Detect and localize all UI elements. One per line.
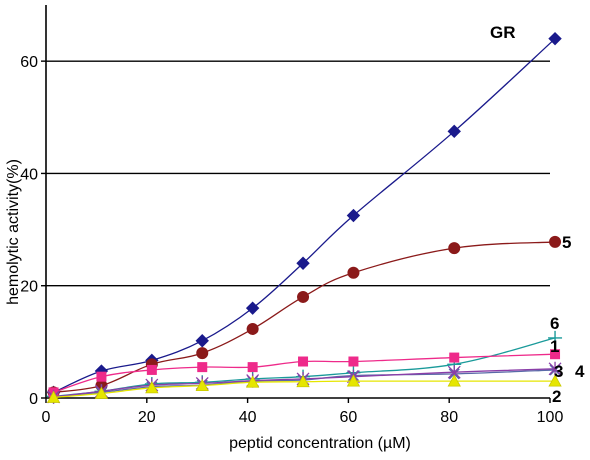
x-tick-label: 20: [138, 409, 156, 426]
data-point-2: [447, 374, 461, 387]
series-tag-6: 6: [550, 314, 559, 333]
series-line-gr: [53, 38, 556, 393]
series-tag-5: 5: [562, 233, 571, 252]
series-line-4: [53, 368, 556, 398]
y-tick-label: 60: [20, 54, 38, 71]
data-point-2: [145, 381, 159, 394]
x-tick-label: 80: [440, 409, 458, 426]
series-tag-3: 3: [554, 362, 563, 381]
y-tick-label: 20: [20, 279, 38, 296]
data-point-1: [197, 362, 208, 373]
x-tick-label: 40: [239, 409, 257, 426]
data-point-gr: [548, 31, 562, 46]
data-point-5: [347, 266, 360, 279]
data-point-2: [296, 374, 310, 388]
data-point-gr: [296, 256, 310, 270]
data-point-2: [46, 390, 61, 403]
label-layer: GR 5 6 1 3 42: [490, 23, 585, 406]
data-point-5: [297, 290, 310, 303]
data-point-gr: [447, 124, 461, 139]
data-point-4: [548, 361, 562, 376]
data-point-6: [548, 330, 563, 345]
data-point-1: [96, 371, 107, 382]
y-tick-label: 0: [29, 391, 38, 408]
data-point-1: [348, 356, 359, 367]
grid-layer: [46, 60, 550, 287]
series-tag-4: 4: [575, 362, 585, 381]
y-tick-label: 40: [20, 166, 38, 183]
data-point-1: [146, 364, 157, 375]
x-tick-label: 0: [42, 409, 51, 426]
data-point-2: [548, 374, 562, 387]
series-gr: [46, 31, 562, 400]
data-point-1: [550, 349, 561, 360]
data-point-5: [196, 347, 209, 360]
series-layer: [46, 31, 563, 404]
data-point-1: [298, 356, 309, 367]
data-point-2: [346, 374, 361, 387]
series-tag-1: 1: [550, 337, 559, 356]
series-tag-2: 2: [552, 387, 561, 406]
x-tick-label: 100: [537, 409, 564, 426]
data-point-1: [247, 362, 258, 373]
data-point-gr: [346, 208, 361, 223]
data-point-5: [549, 235, 562, 248]
data-point-gr: [195, 334, 209, 348]
data-point-2: [94, 386, 109, 399]
data-point-2: [195, 378, 209, 392]
y-axis-title: hemolytic activity(%): [5, 159, 22, 305]
series-2: [46, 374, 562, 403]
axis-layer: 0 20 40 60 0 20 40 60 80 100: [20, 5, 563, 426]
data-point-1: [449, 352, 460, 363]
data-point-gr: [245, 301, 260, 315]
x-tick-label: 60: [340, 409, 358, 426]
data-point-5: [448, 242, 461, 255]
data-point-2: [245, 375, 260, 388]
series-tag-gr: GR: [490, 23, 516, 42]
series-6: [46, 330, 563, 404]
x-axis-title: peptid concentration (µM): [229, 435, 411, 452]
data-point-5: [246, 322, 259, 335]
